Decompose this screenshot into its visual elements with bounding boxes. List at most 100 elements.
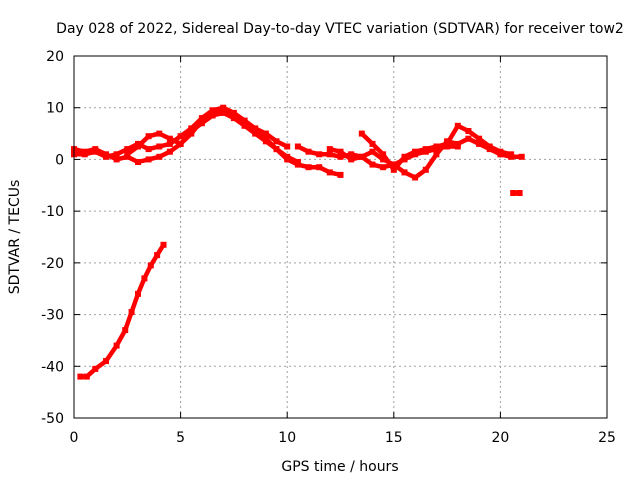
data-point bbox=[369, 161, 376, 168]
data-point bbox=[476, 140, 483, 147]
data-point bbox=[380, 164, 387, 171]
data-point bbox=[141, 275, 148, 282]
data-point bbox=[209, 107, 216, 114]
chart-title: Day 028 of 2022, Sidereal Day-to-day VTE… bbox=[56, 21, 624, 37]
data-point bbox=[166, 140, 173, 147]
data-point bbox=[497, 148, 504, 155]
data-point bbox=[156, 153, 163, 160]
data-point bbox=[454, 143, 461, 150]
data-point bbox=[135, 143, 141, 150]
data-point bbox=[135, 290, 141, 297]
data-point bbox=[103, 153, 109, 160]
data-point bbox=[166, 148, 173, 155]
data-point bbox=[273, 138, 280, 145]
data-point bbox=[113, 342, 120, 349]
data-point bbox=[433, 151, 440, 158]
data-point bbox=[198, 115, 205, 122]
data-point bbox=[81, 151, 88, 158]
data-point bbox=[252, 130, 259, 137]
data-point bbox=[348, 156, 355, 163]
data-point bbox=[326, 146, 333, 153]
data-point bbox=[316, 164, 323, 171]
y-tick-label: 20 bbox=[46, 49, 64, 65]
data-point bbox=[273, 146, 280, 153]
plot-frame bbox=[73, 55, 608, 419]
data-point bbox=[508, 151, 515, 158]
data-point bbox=[284, 143, 291, 150]
data-point bbox=[380, 156, 387, 163]
data-point bbox=[147, 262, 154, 269]
data-point bbox=[156, 143, 163, 150]
data-point bbox=[326, 169, 333, 176]
x-tick-label: 10 bbox=[278, 430, 296, 446]
data-point bbox=[252, 125, 259, 132]
data-point bbox=[230, 115, 237, 122]
data-point bbox=[262, 138, 269, 145]
y-tick-label: 0 bbox=[55, 152, 64, 168]
y-tick-label: 10 bbox=[46, 101, 64, 117]
data-point bbox=[241, 117, 248, 124]
data-point bbox=[358, 153, 365, 160]
data-point bbox=[92, 148, 99, 155]
data-point bbox=[518, 153, 525, 160]
data-point bbox=[220, 109, 227, 116]
data-point bbox=[145, 146, 152, 153]
data-point bbox=[241, 122, 248, 129]
data-point bbox=[444, 143, 451, 150]
y-tick-label: -20 bbox=[41, 256, 64, 272]
data-point bbox=[305, 164, 312, 171]
axis-ticks: 0 5 10 15 20 25 -50 -40 -30 -20 -10 0 10 20 bbox=[41, 49, 616, 446]
data-point bbox=[166, 135, 173, 142]
data-point bbox=[337, 171, 344, 178]
data-point bbox=[124, 146, 131, 153]
data-point bbox=[262, 130, 269, 137]
data-point bbox=[177, 133, 184, 140]
data-point bbox=[124, 151, 131, 158]
data-point bbox=[348, 151, 355, 158]
data-point bbox=[160, 241, 167, 248]
x-tick-label: 25 bbox=[598, 430, 616, 446]
data-point bbox=[220, 104, 227, 111]
series-line-track-d bbox=[295, 136, 524, 180]
data-point bbox=[177, 140, 184, 147]
data-point bbox=[401, 169, 408, 176]
data-point bbox=[154, 252, 161, 259]
data-point bbox=[412, 174, 419, 181]
data-point bbox=[401, 156, 408, 163]
data-point bbox=[486, 143, 493, 150]
data-point bbox=[294, 159, 301, 165]
data-point bbox=[145, 156, 152, 163]
data-point bbox=[209, 112, 216, 119]
data-point bbox=[77, 373, 84, 380]
data-point bbox=[454, 122, 461, 129]
data-point bbox=[284, 153, 291, 160]
data-point bbox=[326, 151, 333, 158]
data-point bbox=[122, 327, 129, 334]
data-point bbox=[103, 358, 109, 365]
data-point bbox=[198, 120, 205, 127]
data-point bbox=[422, 166, 429, 173]
data-point bbox=[128, 309, 135, 315]
data-point bbox=[369, 148, 376, 155]
x-tick-label: 0 bbox=[70, 430, 79, 446]
y-tick-label: -10 bbox=[41, 204, 64, 220]
data-point bbox=[510, 190, 517, 196]
data-point bbox=[422, 148, 429, 155]
y-tick-label: -50 bbox=[41, 411, 64, 427]
data-point bbox=[380, 151, 387, 158]
data-point bbox=[337, 148, 344, 155]
data-point bbox=[113, 156, 120, 163]
x-tick-label: 20 bbox=[491, 430, 509, 446]
data-point bbox=[92, 365, 99, 372]
data-point bbox=[433, 146, 440, 153]
data-point bbox=[465, 135, 472, 142]
y-tick-label: -40 bbox=[41, 359, 64, 375]
data-point bbox=[358, 130, 365, 137]
data-point bbox=[412, 151, 419, 158]
x-tick-label: 5 bbox=[176, 430, 185, 446]
data-series bbox=[71, 104, 525, 380]
y-axis-label: SDTVAR / TECUs bbox=[7, 180, 23, 295]
data-point bbox=[305, 148, 312, 155]
data-point bbox=[390, 166, 397, 173]
